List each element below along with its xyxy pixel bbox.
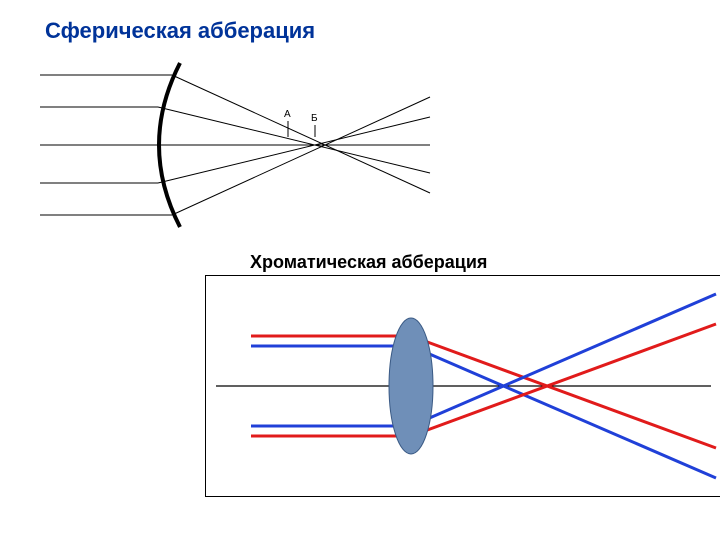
lens-ellipse	[389, 318, 433, 454]
chr-ray-out-2	[411, 294, 716, 426]
chromatic-diagram-frame	[205, 275, 720, 497]
spherical-title: Сферическая абберация	[45, 18, 315, 44]
chr-ray-out-3	[411, 324, 716, 436]
marker-label-1: Б	[311, 113, 318, 124]
chromatic-diagram	[206, 276, 720, 496]
chr-ray-out-1	[411, 346, 716, 478]
spherical-diagram: АБ	[20, 45, 440, 245]
ray-out-2	[158, 117, 430, 183]
ray-out-0	[172, 75, 430, 193]
chromatic-title: Хроматическая абберация	[250, 252, 487, 273]
focal-markers: АБ	[284, 109, 318, 137]
chr-ray-out-0	[411, 336, 716, 448]
ray-out-3	[172, 97, 430, 215]
ray-out-1	[158, 107, 430, 173]
marker-label-0: А	[284, 109, 291, 120]
